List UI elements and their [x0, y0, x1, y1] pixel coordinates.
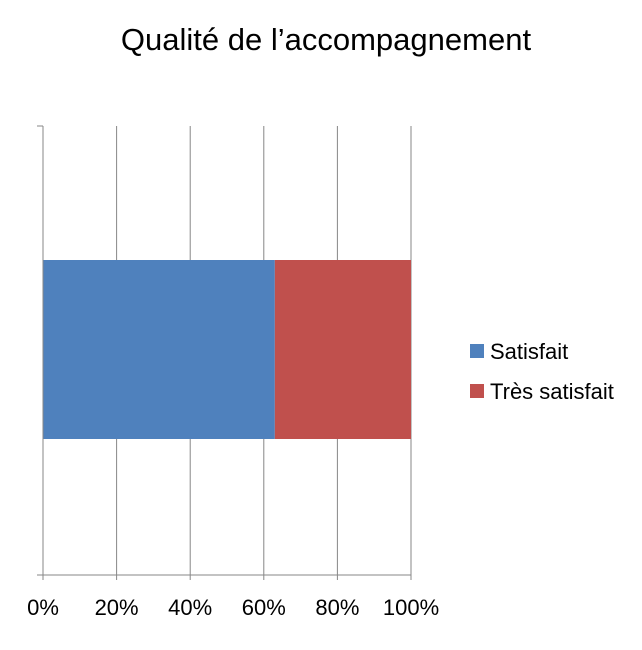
x-tick-label: 20%	[95, 595, 139, 620]
axes	[37, 125, 412, 580]
x-tick-label: 40%	[168, 595, 212, 620]
legend-swatch	[470, 384, 484, 398]
x-tick-label: 0%	[27, 595, 59, 620]
chart-title: Qualité de l’accompagnement	[120, 22, 532, 57]
legend-label: Très satisfait	[490, 379, 614, 404]
x-tick-label: 60%	[242, 595, 286, 620]
legend: Satisfait Très satisfait	[470, 339, 614, 404]
bar-segment	[274, 260, 411, 439]
legend-swatch	[470, 344, 484, 358]
x-tick-label: 100%	[383, 595, 439, 620]
x-tick-label: 80%	[315, 595, 359, 620]
bars	[43, 260, 411, 439]
legend-label: Satisfait	[490, 339, 568, 364]
tick-labels: 0% 20% 40% 60% 80% 100%	[27, 595, 439, 620]
bar-segment	[43, 260, 275, 439]
